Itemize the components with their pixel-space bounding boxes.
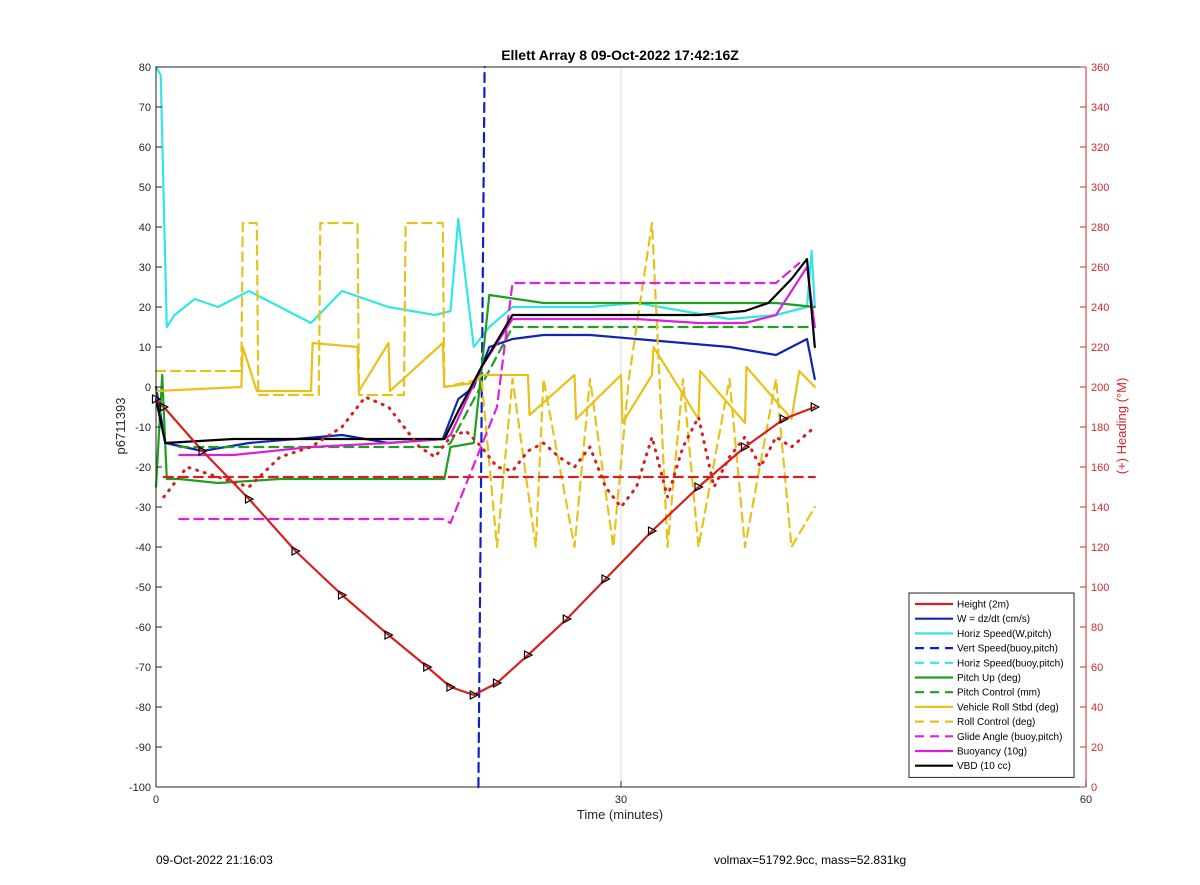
chart-title: Ellett Array 8 09-Oct-2022 17:42:16Z — [501, 47, 739, 63]
height-marker — [694, 482, 704, 492]
footer-timestamp: 09-Oct-2022 21:16:03 — [156, 853, 273, 867]
y-tick-label: -90 — [135, 742, 151, 754]
y2-tick-label: 200 — [1091, 382, 1109, 394]
legend: Height (2m) W = dz/dt (cm/s) Horiz Speed(W… — [908, 592, 1075, 778]
series-line-buoyancy-10g — [178, 265, 816, 457]
y-tick-label: 0 — [145, 382, 151, 394]
height-marker — [601, 574, 611, 584]
height-marker — [244, 494, 255, 504]
y2-tick-label: 100 — [1091, 582, 1109, 594]
y-tick-label: -80 — [135, 702, 151, 714]
legend-label-pitch-control-mm: Pitch Control (mm) — [957, 688, 1040, 699]
y-tick-label: 30 — [139, 262, 151, 274]
y2-tick-label: 240 — [1091, 302, 1109, 314]
legend-label-vbd-10-cc: VBD (10 cc) — [957, 761, 1011, 772]
legend-label-vehicle-roll-stbd-deg: Vehicle Roll Stbd (deg) — [957, 702, 1059, 713]
y-tick-label: 70 — [139, 102, 151, 114]
y-tick-label: 80 — [139, 62, 151, 74]
legend-label-vert-speed-buoy-pitch: Vert Speed(buoy,pitch) — [957, 644, 1058, 655]
y2-tick-label: 340 — [1091, 102, 1109, 114]
legend-box — [908, 592, 1075, 778]
y2-tick-label: 140 — [1091, 502, 1109, 514]
y2-tick-label: 60 — [1091, 662, 1103, 674]
y2-tick-label: 20 — [1091, 742, 1103, 754]
series-line-height-2m — [154, 397, 816, 697]
height-marker — [810, 402, 821, 412]
height-marker — [469, 690, 480, 700]
y-tick-label: -60 — [135, 622, 151, 634]
height-marker — [492, 678, 503, 688]
y-tick-label: 50 — [139, 182, 151, 194]
y-tick-label: 10 — [139, 342, 151, 354]
legend-label-horiz-speed-w-pitch: Horiz Speed(W,pitch) — [957, 629, 1051, 640]
axes: 0 30 60-100-90-80-70-60-50-40-30-20-100102… — [129, 62, 1109, 806]
y2-tick-label: 160 — [1091, 462, 1109, 474]
height-marker — [523, 650, 534, 660]
x-tick-label: 60 — [1080, 794, 1092, 806]
height-marker — [291, 546, 301, 556]
legend-label-buoyancy-10g: Buoyancy (10g) — [957, 747, 1027, 758]
y2-axis-label: (+) Heading (°M) — [1114, 378, 1129, 475]
height-marker — [384, 630, 394, 640]
height-marker — [647, 526, 658, 536]
height-marker — [423, 662, 433, 672]
series-line-roll-control-deg — [154, 221, 816, 549]
series-line-vert-speed-buoy-pitch — [477, 65, 486, 789]
x-tick-label: 30 — [615, 794, 627, 806]
y2-tick-label: 280 — [1091, 222, 1109, 234]
height-marker — [337, 590, 348, 600]
series-line-vehicle-roll-stbd-deg — [154, 341, 816, 425]
y2-tick-label: 220 — [1091, 342, 1109, 354]
y2-tick-label: 300 — [1091, 182, 1109, 194]
y2-tick-label: 80 — [1091, 622, 1103, 634]
x-axis-label: Time (minutes) — [577, 807, 663, 822]
y2-tick-label: 260 — [1091, 262, 1109, 274]
y-tick-label: 60 — [139, 142, 151, 154]
y-tick-label: -20 — [135, 462, 151, 474]
y-tick-label: 20 — [139, 302, 151, 314]
footer-vehicle-info: volmax=51792.9cc, mass=52.831kg — [714, 853, 907, 867]
height-marker — [740, 442, 751, 452]
y2-tick-label: 0 — [1091, 782, 1097, 794]
legend-label-roll-control-deg: Roll Control (deg) — [957, 717, 1035, 728]
height-marker — [159, 402, 170, 412]
height-marker — [779, 414, 790, 424]
y-axis-label: p6711393 — [113, 398, 128, 455]
height-marker — [562, 614, 573, 624]
y2-tick-label: 320 — [1091, 142, 1109, 154]
y-tick-label: -100 — [129, 782, 151, 794]
y-tick-label: -50 — [135, 582, 151, 594]
series-line-pitch-control-mm — [178, 325, 816, 449]
y2-tick-label: 120 — [1091, 542, 1109, 554]
plot-area — [151, 65, 821, 789]
series-line-vbd-10-cc — [154, 257, 816, 445]
y-tick-label: -30 — [135, 502, 151, 514]
legend-label-w-dz-dt-cm-s: W = dz/dt (cm/s) — [957, 614, 1030, 625]
y2-tick-label: 180 — [1091, 422, 1109, 434]
y-tick-label: -10 — [135, 422, 151, 434]
series-line-horiz-speed-w-pitch — [154, 65, 816, 349]
legend-label-horiz-speed-buoy-pitch: Horiz Speed(buoy,pitch) — [957, 658, 1064, 669]
height-marker — [198, 446, 208, 456]
series-line-pitch-up-deg — [154, 293, 816, 489]
legend-label-pitch-up-deg: Pitch Up (deg) — [957, 673, 1021, 684]
x-tick-label: 0 — [153, 794, 159, 806]
y2-tick-label: 40 — [1091, 702, 1103, 714]
y-tick-label: -40 — [135, 542, 151, 554]
legend-label-height-2m: Height (2m) — [957, 600, 1009, 611]
height-marker — [446, 682, 456, 692]
y-tick-label: -70 — [135, 662, 151, 674]
series-line-heading — [162, 395, 817, 509]
y-tick-label: 40 — [139, 222, 151, 234]
y2-tick-label: 360 — [1091, 62, 1109, 74]
legend-label-glide-angle-buoy-pitch: Glide Angle (buoy,pitch) — [957, 732, 1062, 743]
